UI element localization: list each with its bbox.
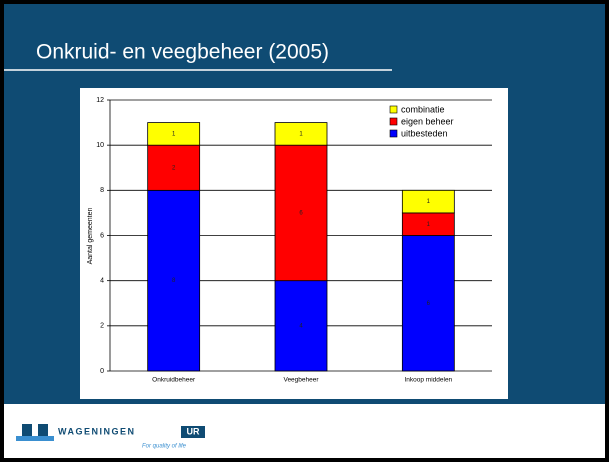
data-label: 1 [299, 131, 303, 137]
footer [4, 404, 605, 458]
x-tick-label: Veegbeheer [283, 377, 319, 384]
y-tick-label: 2 [100, 323, 104, 330]
logo-tagline: For quality of life [142, 444, 187, 450]
logo-icon [38, 424, 48, 438]
logo-icon [16, 436, 54, 441]
data-label: 2 [172, 165, 176, 171]
bar-segment [274, 280, 328, 372]
x-tick-label: Onkruidbeheer [152, 377, 196, 384]
bar-segment [147, 189, 201, 372]
legend-swatch [389, 129, 398, 138]
bar-segment [401, 189, 455, 214]
legend-label: uitbesteden [401, 128, 448, 138]
data-label: 1 [427, 222, 431, 228]
y-tick-label: 12 [96, 97, 104, 104]
data-label: 8 [172, 278, 176, 284]
data-label: 1 [427, 199, 431, 205]
data-label: 6 [299, 210, 303, 216]
y-tick-label: 4 [100, 278, 104, 285]
logo-name: WAGENINGEN [58, 426, 136, 436]
bar-segment [274, 144, 328, 282]
bar-segment [274, 122, 328, 146]
y-tick-label: 0 [100, 368, 104, 375]
legend-label: eigen beheer [401, 116, 454, 126]
bar-segment [147, 122, 201, 146]
y-tick-label: 6 [100, 232, 104, 239]
slide-title: Onkruid- en veegbeheer (2005) [36, 41, 329, 64]
data-label: 4 [299, 323, 303, 329]
legend-swatch [389, 117, 398, 126]
x-tick-label: Inkoop middelen [404, 377, 452, 384]
data-label: 6 [427, 301, 431, 307]
legend-label: combinatie [401, 104, 445, 114]
y-tick-label: 10 [96, 142, 104, 149]
data-label: 1 [172, 131, 176, 137]
legend-swatch [389, 105, 398, 114]
logo-badge [181, 426, 205, 438]
y-axis-label: Aantal gemeenten [87, 207, 94, 264]
logo-icon [22, 424, 32, 438]
y-tick-label: 8 [100, 187, 104, 194]
logo-badge-text: UR [187, 426, 200, 436]
bar-segment [401, 235, 455, 372]
bar-segment [147, 144, 201, 191]
